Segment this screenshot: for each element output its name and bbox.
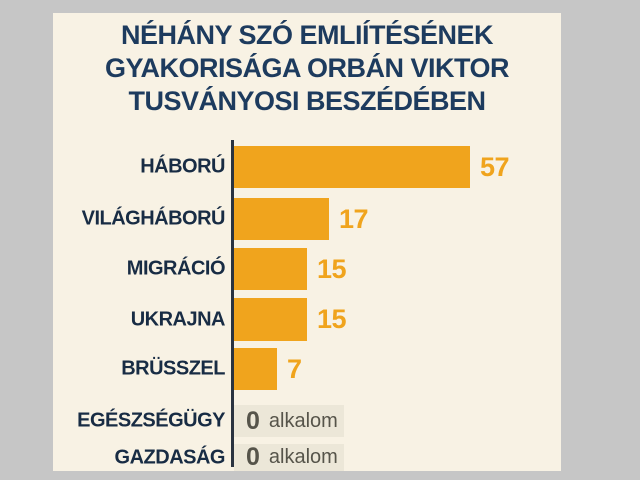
bar (234, 146, 470, 188)
bar-row-haboru: HÁBORÚ 57 (53, 146, 561, 188)
bar-track: 57 (234, 146, 510, 188)
value-label: 15 (317, 253, 347, 284)
value-label: 57 (480, 151, 510, 182)
chart-title-line: TUSVÁNYOSI BESZÉDÉBEN (128, 86, 486, 116)
category-label: BRÜSSZEL (121, 357, 225, 380)
category-label: EGÉSZSÉGÜGY (77, 409, 225, 432)
chart-title: NÉHÁNY SZÓ EMLIÍTÉSÉNEK GYAKORISÁGA ORBÁ… (53, 19, 561, 118)
category-label: MIGRÁCIÓ (126, 257, 226, 280)
value-label: 15 (317, 304, 347, 334)
bar (234, 248, 307, 290)
bar-row-ukrajna: UKRAJNA 15 (53, 298, 561, 341)
zero-count: 0 (246, 443, 260, 471)
axis-line (231, 140, 234, 467)
bar-track: 15 (234, 298, 347, 341)
chart-title-line: NÉHÁNY SZÓ EMLIÍTÉSÉNEK (120, 20, 494, 50)
bar (234, 298, 307, 341)
value-label: 7 (287, 353, 302, 384)
category-label: GAZDASÁG (114, 446, 226, 468)
category-label: VILÁGHÁBORÚ (81, 207, 226, 230)
bar-row-vilaghaboru: VILÁGHÁBORÚ 17 (53, 198, 561, 240)
value-label: 17 (339, 203, 369, 234)
zero-unit-label: alkalom (268, 446, 338, 468)
zero-row-gazdasag: GAZDASÁG 0 alkalom (53, 443, 561, 471)
category-label: HÁBORÚ (140, 155, 225, 178)
zero-value-box: 0 alkalom (234, 443, 344, 471)
bar-row-brusszel: BRÜSSZEL 7 (53, 348, 561, 390)
zero-row-egeszsegugy: EGÉSZSÉGÜGY 0 alkalom (53, 405, 561, 437)
category-label: UKRAJNA (130, 308, 226, 330)
chart-title-line: GYAKORISÁGA ORBÁN VIKTOR (104, 53, 510, 83)
bar (234, 348, 277, 390)
chart-panel: NÉHÁNY SZÓ EMLIÍTÉSÉNEK GYAKORISÁGA ORBÁ… (53, 13, 561, 471)
bar-row-migracio: MIGRÁCIÓ 15 (53, 248, 561, 290)
bar-track: 17 (234, 198, 369, 240)
bar-track: 7 (234, 348, 302, 390)
zero-count: 0 (246, 406, 260, 435)
bar-track: 15 (234, 248, 347, 290)
bar (234, 198, 329, 240)
zero-value-box: 0 alkalom (234, 405, 344, 437)
zero-unit-label: alkalom (268, 409, 338, 432)
